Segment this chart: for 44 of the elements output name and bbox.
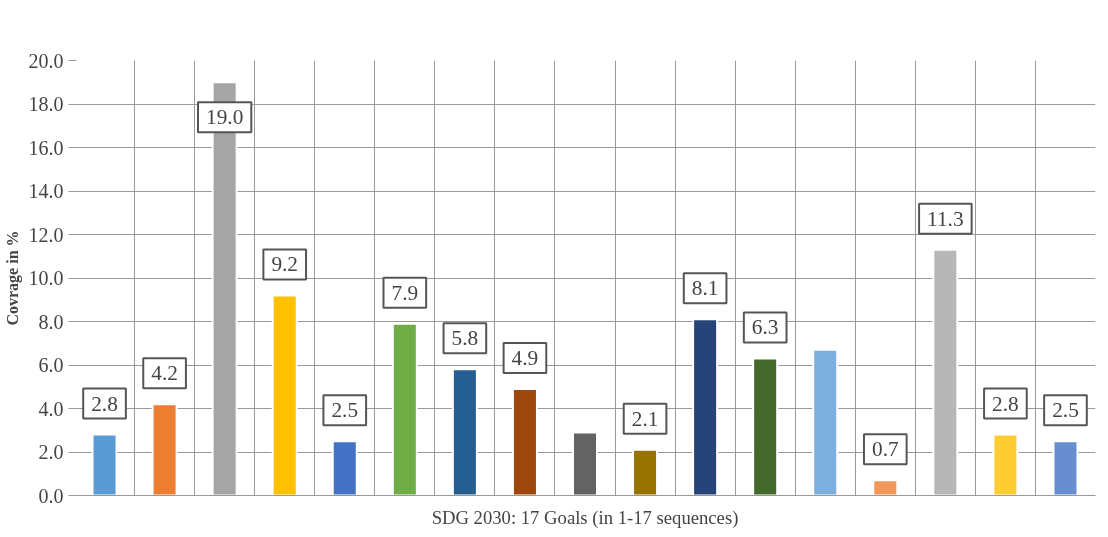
bar [692, 318, 719, 496]
data-label: 19.0 [205, 105, 244, 130]
data-label: 11.3 [927, 206, 964, 231]
bar [812, 348, 839, 496]
data-label: 7.9 [391, 280, 419, 305]
data-label: 8.1 [691, 276, 719, 301]
y-tick-label: 18.0 [28, 93, 64, 115]
y-tick-label: 4.0 [38, 397, 64, 420]
data-label: 2.8 [91, 391, 118, 416]
y-tick-label: 2.0 [38, 441, 64, 463]
data-label: 6.3 [751, 315, 779, 340]
bar [331, 440, 358, 496]
data-label: 2.5 [331, 398, 359, 423]
bar [91, 433, 118, 496]
y-tick-label: 16.0 [28, 136, 64, 159]
x-axis-title: SDG 2030: 17 Goals (in 1-17 sequences) [431, 506, 739, 529]
bar [992, 433, 1019, 496]
data-label: 2.5 [1052, 398, 1079, 423]
bar [1052, 440, 1079, 496]
bar [271, 294, 298, 496]
bar [932, 248, 959, 496]
bar [872, 479, 899, 496]
y-tick-label: 6.0 [38, 354, 64, 376]
y-tick-label: 10.0 [28, 267, 64, 289]
data-label: 2.1 [631, 406, 659, 431]
bar [571, 431, 599, 496]
data-label: 2.8 [992, 391, 1019, 416]
data-label: 4.2 [151, 361, 178, 386]
bar [451, 368, 478, 496]
bar [151, 403, 178, 496]
bar [391, 322, 418, 496]
bar [632, 448, 659, 496]
y-tick-label: 14.0 [28, 180, 64, 202]
data-label: 9.2 [271, 252, 299, 277]
bar [752, 357, 779, 496]
data-label: 0.7 [871, 437, 899, 462]
y-tick-label: 8.0 [38, 310, 64, 333]
y-tick-label: 20.0 [28, 49, 64, 72]
data-label: 4.9 [511, 345, 539, 370]
y-tick-label: 12.0 [28, 223, 64, 246]
bar [511, 387, 538, 496]
data-label: 5.8 [451, 326, 479, 351]
y-tick-label: 0.0 [38, 484, 64, 507]
y-axis-title: Covrage in % [3, 230, 22, 326]
